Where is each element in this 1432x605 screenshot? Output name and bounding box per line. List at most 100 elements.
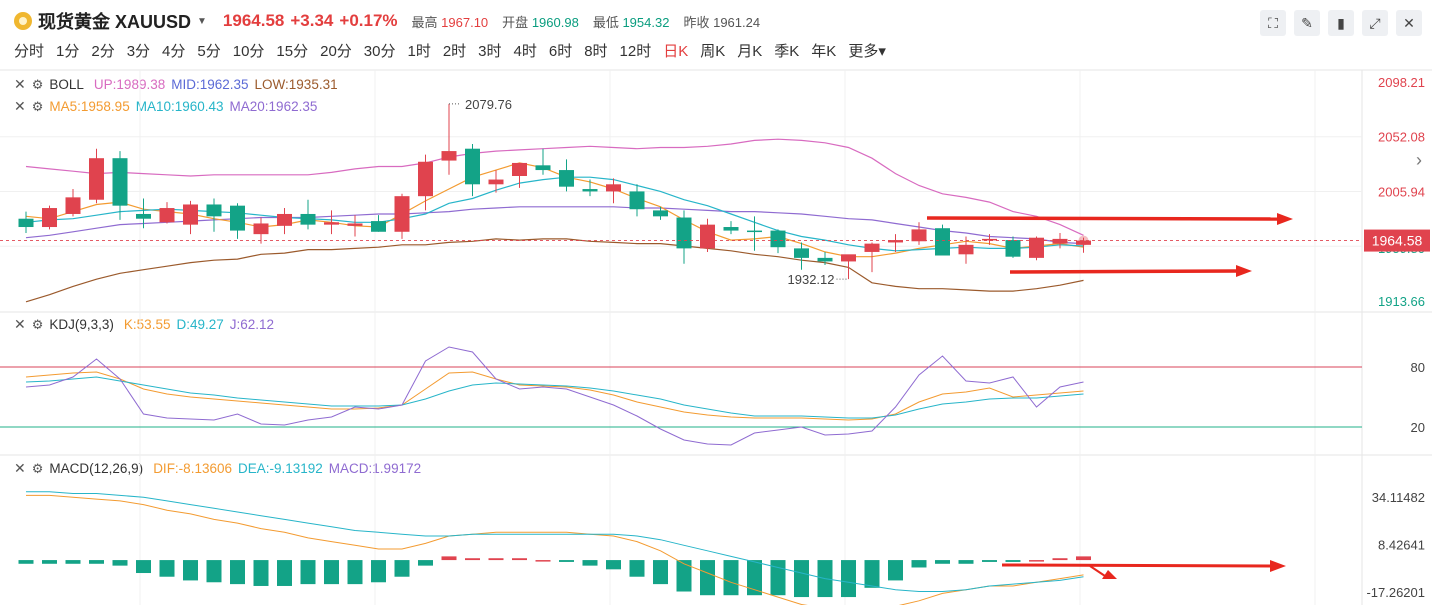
macd-bar: [206, 560, 222, 583]
macd-bar: [982, 560, 997, 562]
candle-body: [512, 162, 527, 176]
macd-dea: DEA:-9.13192: [237, 461, 323, 476]
tab-0[interactable]: 分时: [14, 43, 45, 60]
tab-12[interactable]: 3时: [478, 43, 502, 60]
gear-icon[interactable]: ⚙: [31, 98, 44, 114]
price-tick-label: 2098.21: [1378, 75, 1425, 90]
price-tick-label: 2005.94: [1378, 184, 1425, 199]
macd-bar: [535, 560, 551, 562]
period-tabs: 分时 1分 2分 3分 4分 5分 10分 15分 20分 30分 1时 2时 3时 4时 6时 8时 12时日…: [14, 40, 886, 61]
chevron-right-icon[interactable]: ›: [1416, 150, 1422, 170]
macd-tick-label: 34.11482: [1372, 490, 1425, 505]
candle-body: [1005, 240, 1021, 257]
candle-body: [183, 204, 198, 225]
max-price-label: 2079.76: [465, 97, 512, 112]
macd-bar: [324, 560, 339, 585]
tab-1[interactable]: 1分: [56, 43, 80, 60]
macd-bar: [1076, 556, 1091, 561]
gear-icon[interactable]: ⚙: [31, 316, 44, 332]
kdj-k-line: [25, 371, 1084, 421]
tab-2[interactable]: 2分: [91, 43, 115, 60]
expand-icon[interactable]: ⤢: [1362, 10, 1388, 36]
gear-icon[interactable]: ⚙: [31, 460, 44, 476]
high-stat: 最高 1967.10: [412, 12, 489, 31]
chart-type-icon[interactable]: ⛶: [1260, 10, 1286, 36]
close-icon[interactable]: ✕: [14, 98, 26, 114]
candle-body: [89, 158, 104, 200]
macd-bar: [1052, 558, 1068, 561]
tab-19[interactable]: 月K: [737, 43, 763, 60]
price-change: +3.34: [290, 11, 334, 30]
tab-11[interactable]: 2时: [442, 43, 467, 60]
ma10-value: MA10:1960.43: [135, 99, 224, 114]
candle-body: [770, 230, 786, 248]
min-price-label: 1932.12: [788, 272, 835, 287]
header-bar: 现货黄金 XAUUSD ▼ 1964.58 +3.34 +0.17% 最高 19…: [0, 0, 1432, 38]
macd-tick-label: 8.42641: [1378, 538, 1425, 553]
current-price-dot: [1078, 235, 1089, 246]
macd-bar: [230, 560, 245, 585]
close-icon[interactable]: ✕: [1396, 10, 1422, 36]
candle-body: [1076, 240, 1091, 245]
candle-body: [488, 179, 504, 185]
candle-icon[interactable]: ▮: [1328, 10, 1354, 36]
tab-15[interactable]: 8时: [584, 43, 608, 60]
candle-body: [136, 213, 151, 219]
prev-close-stat: 昨收 1961.24: [683, 12, 760, 31]
candle-body: [629, 191, 645, 210]
macd-bar: [42, 560, 57, 564]
low-value: 1954.32: [622, 14, 670, 30]
tab-8[interactable]: 20分: [320, 43, 352, 60]
high-value: 1967.10: [441, 14, 489, 30]
tab-3[interactable]: 3分: [126, 43, 151, 60]
candle-body: [723, 227, 739, 231]
macd-bar: [347, 560, 363, 585]
tab-18[interactable]: 周K: [700, 43, 726, 60]
gear-icon[interactable]: ⚙: [31, 76, 44, 92]
ma5-value: MA5:1958.95: [49, 99, 130, 114]
macd-bar: [371, 560, 386, 583]
tab-14[interactable]: 6时: [548, 43, 573, 60]
candle-body: [1029, 237, 1044, 258]
candle-body: [888, 240, 903, 243]
boll-up: UP:1989.38: [93, 77, 166, 92]
close-icon[interactable]: ✕: [14, 460, 26, 476]
tab-6[interactable]: 10分: [232, 43, 265, 60]
candle-body: [394, 196, 410, 232]
candle-body: [606, 184, 621, 192]
candle-body: [676, 217, 692, 249]
tab-10[interactable]: 1时: [407, 43, 431, 60]
close-icon[interactable]: ✕: [14, 76, 26, 92]
chevron-down-icon[interactable]: ▼: [197, 15, 207, 27]
macd-bar: [277, 560, 292, 586]
close-icon[interactable]: ✕: [14, 316, 26, 332]
tab-16[interactable]: 12时: [619, 43, 652, 60]
draw-icon[interactable]: ✎: [1294, 10, 1320, 36]
candle-body: [1052, 238, 1068, 244]
macd-bar: [676, 560, 692, 592]
tab-17[interactable]: 日K: [663, 43, 689, 60]
kdj-j-line: [25, 346, 1084, 446]
tab-22[interactable]: 更多▾: [848, 43, 886, 60]
symbol-name[interactable]: 现货黄金 XAUUSD: [38, 12, 192, 32]
candle-body: [159, 208, 175, 223]
tab-4[interactable]: 4分: [162, 43, 186, 60]
kdj-panel: [0, 346, 1362, 446]
arrow-head: [1270, 560, 1286, 572]
candle-body: [559, 170, 574, 187]
symbol-info: 现货黄金 XAUUSD ▼ 1964.58 +3.34 +0.17% 最高 19…: [14, 8, 760, 34]
gold-coin-icon: [14, 12, 32, 30]
tab-9[interactable]: 30分: [363, 43, 396, 60]
tab-7[interactable]: 15分: [276, 43, 309, 60]
macd-bar: [723, 560, 739, 596]
current-price: 1964.58: [222, 11, 285, 30]
candle-body: [841, 254, 856, 262]
tab-13[interactable]: 4时: [513, 43, 537, 60]
tab-20[interactable]: 季K: [774, 43, 800, 60]
series-up-line: [25, 138, 1084, 236]
arrow-shaft: [1001, 563, 1273, 568]
tab-5[interactable]: 5分: [197, 43, 221, 60]
tab-21[interactable]: 年K: [811, 43, 837, 60]
macd-legend: ✕ ⚙ MACD(12,26,9) DIF:-8.13606 DEA:-9.13…: [14, 460, 421, 477]
